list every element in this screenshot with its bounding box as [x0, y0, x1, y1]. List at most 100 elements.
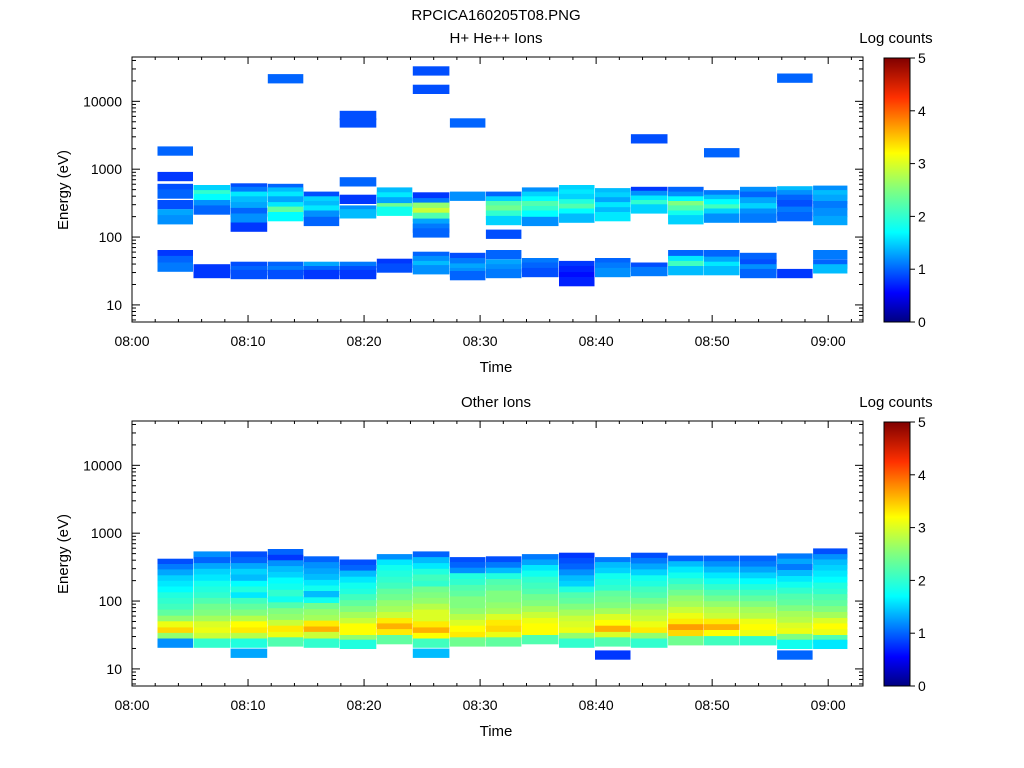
heatmap-cell: [813, 554, 848, 564]
heatmap-cell: [449, 573, 486, 583]
heatmap-cell: [230, 632, 268, 643]
heatmap-cell: [230, 621, 268, 631]
heatmap-cell: [559, 609, 595, 619]
y-tick-label: 100: [99, 229, 123, 245]
heatmap-cell: [376, 594, 413, 604]
heatmap-cell: [777, 587, 813, 597]
panel-bottom-colorbar-ticks: 0 1 2 3 4 5: [910, 414, 926, 694]
heatmap-cell: [267, 625, 304, 635]
heatmap-cell: [412, 563, 450, 573]
heatmap-cell: [521, 612, 559, 622]
heatmap-cell: [193, 603, 231, 613]
heatmap-cell: [267, 614, 304, 624]
heatmap-cell: [412, 592, 450, 602]
heatmap-cell: [157, 171, 193, 182]
x-tick-label: 08:40: [579, 697, 614, 713]
heatmap-cell: [193, 592, 231, 602]
y-tick-label: 100: [99, 593, 123, 609]
heatmap-cell: [559, 272, 595, 282]
heatmap-cell: [740, 561, 777, 571]
heatmap-cell: [559, 266, 595, 276]
x-tick-label: 08:50: [695, 333, 730, 349]
heatmap-cell: [412, 580, 450, 591]
heatmap-cell: [595, 573, 631, 583]
heatmap-cell: [630, 638, 668, 648]
heatmap-cell: [339, 623, 377, 633]
heatmap-cell: [595, 625, 631, 635]
heatmap-cell: [704, 578, 740, 588]
panel-bottom-xlabel: Time: [480, 723, 513, 740]
heatmap-cell: [376, 623, 413, 633]
heatmap-cell: [485, 608, 522, 618]
heatmap-cell: [740, 264, 777, 274]
heatmap-cell: [376, 565, 413, 575]
heatmap-cell: [157, 255, 193, 266]
heatmap-cell: [704, 250, 740, 260]
heatmap-cell: [559, 603, 595, 613]
heatmap-cell: [485, 579, 522, 589]
colorbar-tick-label: 0: [918, 314, 926, 330]
heatmap-cell: [193, 193, 231, 204]
heatmap-cell: [668, 561, 704, 571]
heatmap-cell: [339, 618, 377, 628]
heatmap-cell: [412, 615, 450, 625]
heatmap-cell: [813, 201, 848, 211]
heatmap-cell: [267, 191, 304, 201]
heatmap-cell: [559, 203, 595, 213]
heatmap-cell: [595, 614, 631, 624]
heatmap-cell: [740, 636, 777, 646]
heatmap-cell: [230, 557, 268, 567]
heatmap-cell: [813, 612, 848, 622]
heatmap-cell: [485, 590, 522, 600]
heatmap-cell: [303, 568, 340, 578]
heatmap-cell: [449, 625, 486, 635]
heatmap-cell: [339, 570, 377, 580]
heatmap-cell: [595, 631, 631, 642]
heatmap-cell: [813, 565, 848, 575]
heatmap-cell: [449, 191, 486, 201]
heatmap-cell: [339, 629, 377, 639]
heatmap-cell: [630, 615, 668, 625]
heatmap-cell: [668, 250, 704, 260]
heatmap-cell: [668, 205, 704, 215]
panel-top-axes: 08:00 08:10 08:20 08:30 08:40 08:50 09:00 10 100…: [83, 57, 863, 349]
heatmap-cell: [339, 194, 377, 204]
heatmap-cell: [704, 208, 740, 218]
heatmap-cell: [193, 557, 231, 567]
heatmap-cell: [449, 596, 486, 606]
heatmap-cell: [777, 200, 813, 210]
heatmap-cell: [813, 588, 848, 598]
heatmap-cell: [193, 627, 231, 637]
heatmap-cell: [485, 210, 522, 220]
heatmap-cell: [630, 575, 668, 585]
x-tick-label: 08:40: [579, 333, 614, 349]
heatmap-cell: [449, 619, 486, 630]
heatmap-cell: [777, 570, 813, 580]
heatmap-cell: [339, 639, 377, 649]
x-tick-label: 08:50: [695, 697, 730, 713]
x-tick-label: 09:00: [811, 333, 846, 349]
heatmap-cell: [485, 625, 522, 635]
heatmap-cell: [157, 209, 193, 219]
heatmap-cell: [704, 624, 740, 634]
heatmap-cell: [157, 189, 193, 199]
heatmap-cell: [595, 596, 631, 606]
heatmap-cell: [595, 192, 631, 202]
heatmap-cell: [339, 594, 377, 604]
heatmap-cell: [339, 588, 377, 598]
heatmap-cell: [230, 627, 268, 637]
heatmap-cell: [521, 618, 559, 628]
heatmap-cell: [303, 638, 340, 648]
heatmap-cell: [485, 250, 522, 260]
heatmap-cell: [230, 222, 268, 232]
heatmap-cell: [449, 562, 486, 572]
heatmap-cell: [339, 576, 377, 586]
heatmap-cell: [412, 212, 450, 222]
heatmap-cell: [267, 631, 304, 642]
heatmap-cell: [813, 207, 848, 218]
heatmap-cell: [267, 74, 304, 84]
heatmap-cell: [813, 548, 848, 558]
heatmap-cell: [267, 589, 304, 600]
heatmap-cell: [449, 258, 486, 268]
